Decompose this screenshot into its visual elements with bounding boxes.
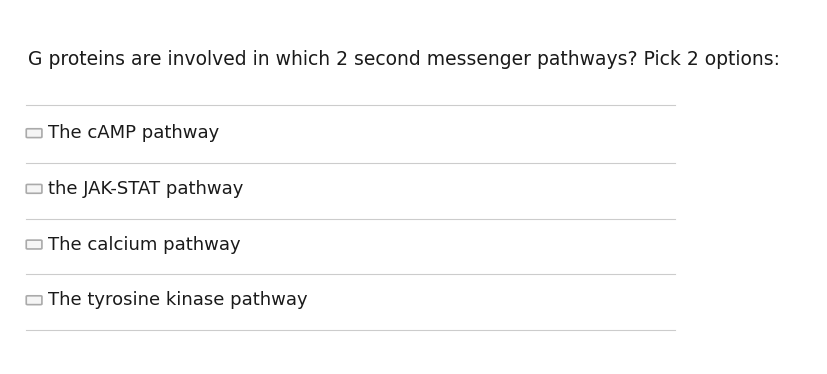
FancyBboxPatch shape	[26, 184, 42, 193]
FancyBboxPatch shape	[26, 129, 42, 138]
Text: The calcium pathway: The calcium pathway	[48, 236, 241, 254]
Text: G proteins are involved in which 2 second messenger pathways? Pick 2 options:: G proteins are involved in which 2 secon…	[27, 50, 779, 69]
FancyBboxPatch shape	[26, 296, 42, 305]
Text: the JAK-STAT pathway: the JAK-STAT pathway	[48, 180, 243, 198]
FancyBboxPatch shape	[26, 240, 42, 249]
Text: The cAMP pathway: The cAMP pathway	[48, 124, 219, 142]
Text: The tyrosine kinase pathway: The tyrosine kinase pathway	[48, 291, 308, 309]
